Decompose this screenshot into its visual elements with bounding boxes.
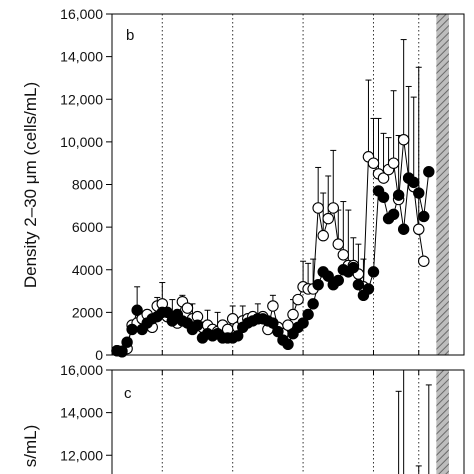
filled-point xyxy=(387,208,400,221)
open-point xyxy=(292,293,304,306)
open-point xyxy=(327,202,340,214)
y-tick-label: 14,000 xyxy=(60,405,103,421)
filled-point xyxy=(397,223,410,235)
panel-b-letter: b xyxy=(126,27,134,44)
open-point xyxy=(312,202,324,214)
panel-b-frame xyxy=(111,13,465,356)
filled-point xyxy=(232,330,244,342)
panel-c-x-ticks xyxy=(161,370,420,375)
panel-b-y-ticks: 0 2000 4000 6000 8000 10,000 12,000 14,000 16,00… xyxy=(60,6,112,363)
y-tick-label: 12,000 xyxy=(60,91,103,107)
filled-point xyxy=(332,274,344,287)
panel-b-dotted-lines xyxy=(161,14,420,355)
y-tick-label: 4000 xyxy=(72,262,103,278)
filled-point xyxy=(377,191,390,203)
y-tick-label: 10,000 xyxy=(60,134,103,150)
filled-point xyxy=(191,319,204,331)
filled-point xyxy=(297,317,309,329)
filled-point xyxy=(408,176,420,189)
filled-point xyxy=(423,166,435,178)
filled-point xyxy=(121,336,133,348)
panel-b-x-ticks xyxy=(161,350,420,355)
y-tick-label: 0 xyxy=(95,347,103,363)
filled-point xyxy=(347,261,360,274)
panel-b: 0 2000 4000 6000 8000 10,000 12,000 14,000 16,00… xyxy=(21,6,465,363)
y-tick-label: 16,000 xyxy=(60,362,103,378)
filled-point xyxy=(418,210,430,223)
panel-c-y-ticks: 12,000 14,000 16,000 xyxy=(60,362,112,463)
y-tick-label: 16,000 xyxy=(60,6,103,22)
open-point xyxy=(322,212,334,225)
panel-c-frame xyxy=(111,369,465,474)
filled-point xyxy=(282,338,294,351)
y-tick-label: 14,000 xyxy=(60,49,103,65)
filled-point xyxy=(267,317,279,329)
filled-point xyxy=(413,187,425,199)
filled-point xyxy=(131,304,143,316)
open-point xyxy=(387,157,400,169)
panel-c: 12,000 14,000 16,000 c s/mL) xyxy=(21,362,465,474)
panel-c-letter: c xyxy=(124,385,132,402)
filled-point xyxy=(362,283,375,295)
open-point xyxy=(418,255,430,267)
filled-point xyxy=(312,278,324,291)
panel-b-data-points xyxy=(111,133,435,358)
y-tick-label: 12,000 xyxy=(60,447,103,463)
panel-c-shaded-band xyxy=(436,370,449,474)
filled-point xyxy=(302,308,314,321)
open-point xyxy=(397,133,410,146)
panel-b-y-axis-title: Density 2–30 μm (cells/mL) xyxy=(21,82,40,288)
panel-c-error-bars xyxy=(395,370,432,474)
open-point xyxy=(317,229,329,242)
open-point xyxy=(412,223,425,236)
panel-c-dotted-lines xyxy=(161,370,420,474)
open-point xyxy=(367,157,380,169)
open-point xyxy=(181,302,194,314)
filled-point xyxy=(272,325,284,338)
panel-c-y-axis-title: s/mL) xyxy=(21,425,40,468)
open-point xyxy=(332,238,345,250)
panel-b-shaded-band xyxy=(436,14,449,355)
filled-point xyxy=(307,298,319,310)
y-tick-label: 6000 xyxy=(72,219,103,235)
filled-point xyxy=(367,266,380,278)
open-point xyxy=(337,249,350,261)
open-point xyxy=(287,308,299,321)
y-tick-label: 8000 xyxy=(72,177,103,193)
filled-point xyxy=(352,278,365,291)
open-point xyxy=(267,300,279,312)
filled-point xyxy=(322,270,334,282)
filled-point xyxy=(116,345,128,357)
filled-point xyxy=(392,189,405,201)
open-point xyxy=(377,172,390,184)
filled-point xyxy=(126,323,138,336)
y-tick-label: 2000 xyxy=(72,304,103,320)
